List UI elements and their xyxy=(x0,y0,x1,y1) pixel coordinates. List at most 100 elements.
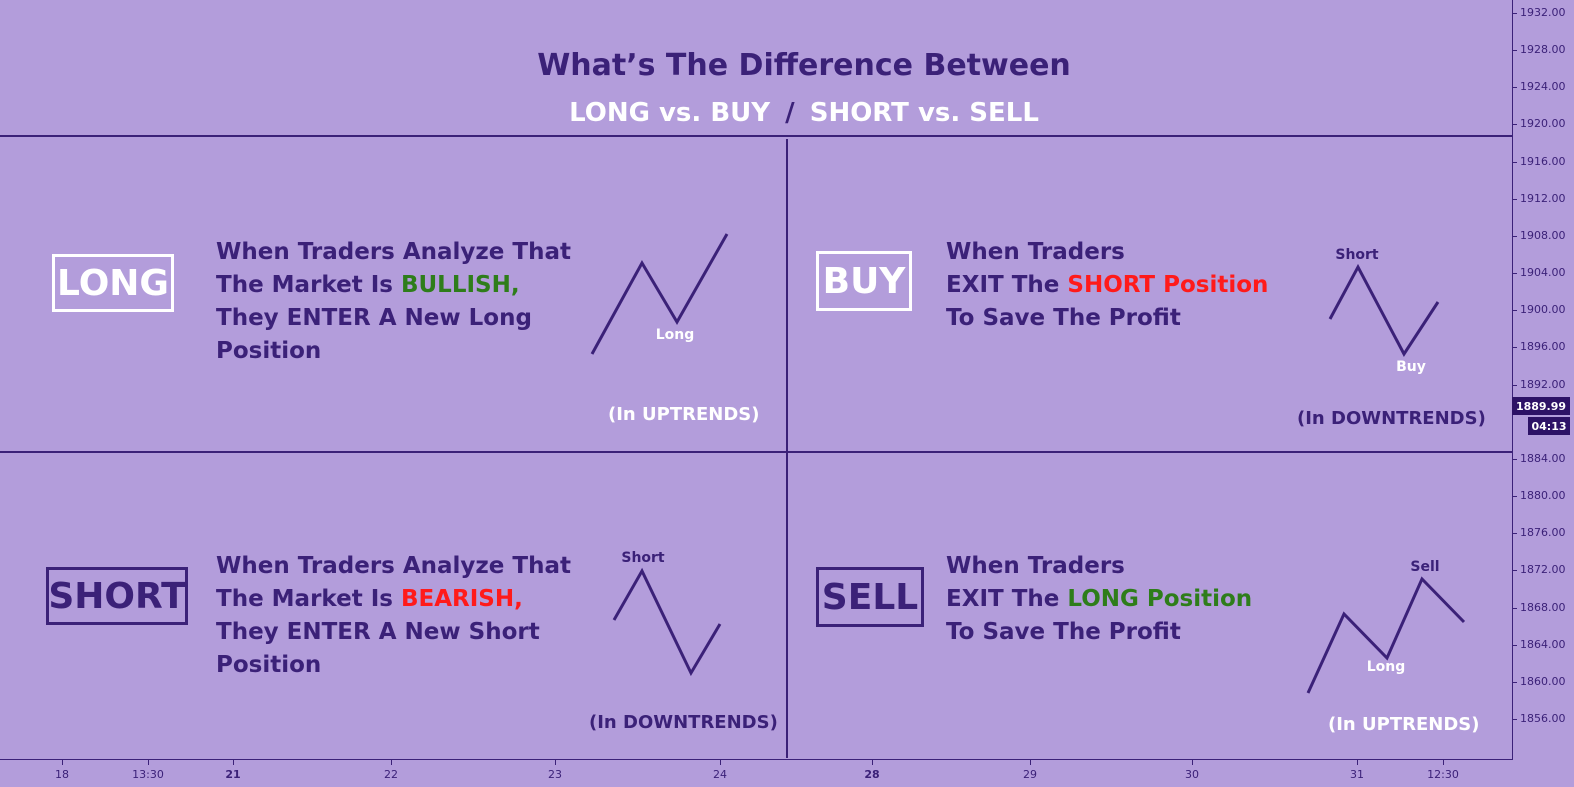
time-tick-mark xyxy=(148,760,149,765)
price-tick-label: 1908.00 xyxy=(1520,228,1566,242)
price-tick-mark xyxy=(1512,533,1517,535)
buy-desc-line2: EXIT The SHORT Position xyxy=(946,269,1268,302)
price-tick-label: 1916.00 xyxy=(1520,154,1566,168)
price-tick-label: 1872.00 xyxy=(1520,563,1566,577)
buy-desc-line3: To Save The Profit xyxy=(946,305,1181,331)
sell-term-box: SELL xyxy=(816,567,924,627)
price-axis-line xyxy=(1512,0,1513,760)
bar-countdown-tag: 04:13 xyxy=(1528,417,1570,435)
buy-downtrend-sketch: Short Buy xyxy=(1328,247,1440,375)
price-tick-label: 1868.00 xyxy=(1520,600,1566,614)
price-tick-label: 1884.00 xyxy=(1520,451,1566,465)
short-point-label: Short xyxy=(621,550,665,566)
time-tick-mark xyxy=(1357,760,1358,765)
short-description: When Traders Analyze That The Market Is … xyxy=(216,550,571,682)
current-price-tag: 1889.99 xyxy=(1512,397,1570,415)
long-caption: (In UPTRENDS) xyxy=(608,404,760,425)
price-tick-label: 1924.00 xyxy=(1520,80,1566,94)
buy-desc-line1: When Traders xyxy=(946,239,1125,265)
price-tick-mark xyxy=(1512,496,1517,498)
sell-top-label: Sell xyxy=(1410,559,1439,575)
price-tick-mark xyxy=(1512,458,1517,460)
buy-desc-line2-text: EXIT The xyxy=(946,272,1068,298)
time-tick-label: 28 xyxy=(864,768,880,781)
price-tick-label: 1896.00 xyxy=(1520,340,1566,354)
column-divider xyxy=(786,139,788,758)
sell-desc-line2: EXIT The LONG Position xyxy=(946,583,1252,616)
price-tick-label: 1900.00 xyxy=(1520,303,1566,317)
price-tick-label: 1880.00 xyxy=(1520,489,1566,503)
short-desc-line2-text: The Market Is xyxy=(216,586,401,612)
short-downtrend-sketch: Short xyxy=(612,550,722,677)
short-desc-line4: Position xyxy=(216,652,322,678)
price-axis[interactable] xyxy=(1512,0,1574,760)
price-tick-mark xyxy=(1512,681,1517,683)
price-tick-mark xyxy=(1512,13,1517,14)
subtitle-right: SHORT vs. SELL xyxy=(809,98,1039,128)
time-tick-label: 24 xyxy=(713,768,727,781)
sell-point-label: Long xyxy=(1367,659,1406,675)
time-tick-label: 29 xyxy=(1023,768,1037,781)
price-tick-label: 1920.00 xyxy=(1520,117,1566,131)
price-tick-mark xyxy=(1512,607,1517,609)
time-tick-label: 23 xyxy=(548,768,562,781)
short-zigzag-line xyxy=(612,567,722,677)
time-tick-label: 31 xyxy=(1350,768,1364,781)
sell-description: When Traders EXIT The LONG Position To S… xyxy=(946,550,1252,649)
time-tick-label: 12:30 xyxy=(1427,768,1459,781)
long-desc-line2-text: The Market Is xyxy=(216,272,401,298)
buy-caption: (In DOWNTRENDS) xyxy=(1297,408,1486,429)
short-position-highlight: SHORT Position xyxy=(1067,272,1269,298)
buy-short-label: Short xyxy=(1335,247,1379,263)
page-subtitle: LONG vs. BUY / SHORT vs. SELL xyxy=(0,98,1574,128)
short-term-box: SHORT xyxy=(46,567,188,625)
price-tick-mark xyxy=(1512,198,1517,200)
price-tick-label: 1928.00 xyxy=(1520,43,1566,57)
sell-caption: (In UPTRENDS) xyxy=(1328,714,1480,735)
time-tick-mark xyxy=(233,760,234,765)
long-desc-line3: They ENTER A New Long xyxy=(216,305,532,331)
short-desc-line1: When Traders Analyze That xyxy=(216,553,571,579)
time-tick-label: 21 xyxy=(225,768,241,781)
time-axis-line xyxy=(0,759,1512,760)
subtitle-separator: / xyxy=(785,98,795,128)
time-tick-mark xyxy=(1030,760,1031,765)
price-tick-mark xyxy=(1512,347,1517,349)
price-tick-mark xyxy=(1512,644,1517,646)
price-tick-mark xyxy=(1512,124,1517,126)
price-tick-mark xyxy=(1512,570,1517,572)
page-title: What’s The Difference Between xyxy=(537,48,1071,83)
time-tick-mark xyxy=(1192,760,1193,765)
price-tick-mark xyxy=(1512,310,1517,312)
buy-point-label: Buy xyxy=(1396,359,1426,375)
row-divider xyxy=(0,451,1512,453)
price-tick-label: 1904.00 xyxy=(1520,266,1566,280)
time-tick-mark xyxy=(62,760,63,765)
time-tick-label: 13:30 xyxy=(132,768,164,781)
long-uptrend-sketch: Long xyxy=(590,233,729,355)
price-tick-mark xyxy=(1512,719,1517,720)
time-tick-mark xyxy=(872,760,873,765)
time-tick-mark xyxy=(555,760,556,765)
bearish-highlight: BEARISH, xyxy=(400,586,523,612)
price-tick-label: 1856.00 xyxy=(1520,712,1566,725)
time-tick-label: 22 xyxy=(384,768,398,781)
sell-desc-line1: When Traders xyxy=(946,553,1125,579)
long-desc-line1: When Traders Analyze That xyxy=(216,239,571,265)
price-tick-label: 1864.00 xyxy=(1520,637,1566,651)
price-tick-label: 1876.00 xyxy=(1520,526,1566,540)
price-tick-mark xyxy=(1512,273,1517,275)
sell-uptrend-sketch: Sell Long xyxy=(1306,559,1466,694)
buy-description: When Traders EXIT The SHORT Position To … xyxy=(946,236,1268,335)
time-tick-mark xyxy=(1443,760,1444,765)
short-desc-line2: The Market Is BEARISH, xyxy=(216,583,571,616)
long-position-highlight: LONG Position xyxy=(1067,586,1253,612)
time-tick-label: 18 xyxy=(55,768,69,781)
buy-term-box: BUY xyxy=(816,251,912,311)
header-divider xyxy=(0,135,1512,137)
sell-desc-line2-text: EXIT The xyxy=(946,586,1068,612)
short-caption: (In DOWNTRENDS) xyxy=(589,712,778,733)
long-point-label: Long xyxy=(656,327,695,343)
long-term-box: LONG xyxy=(52,254,174,312)
sell-desc-line3: To Save The Profit xyxy=(946,619,1181,645)
